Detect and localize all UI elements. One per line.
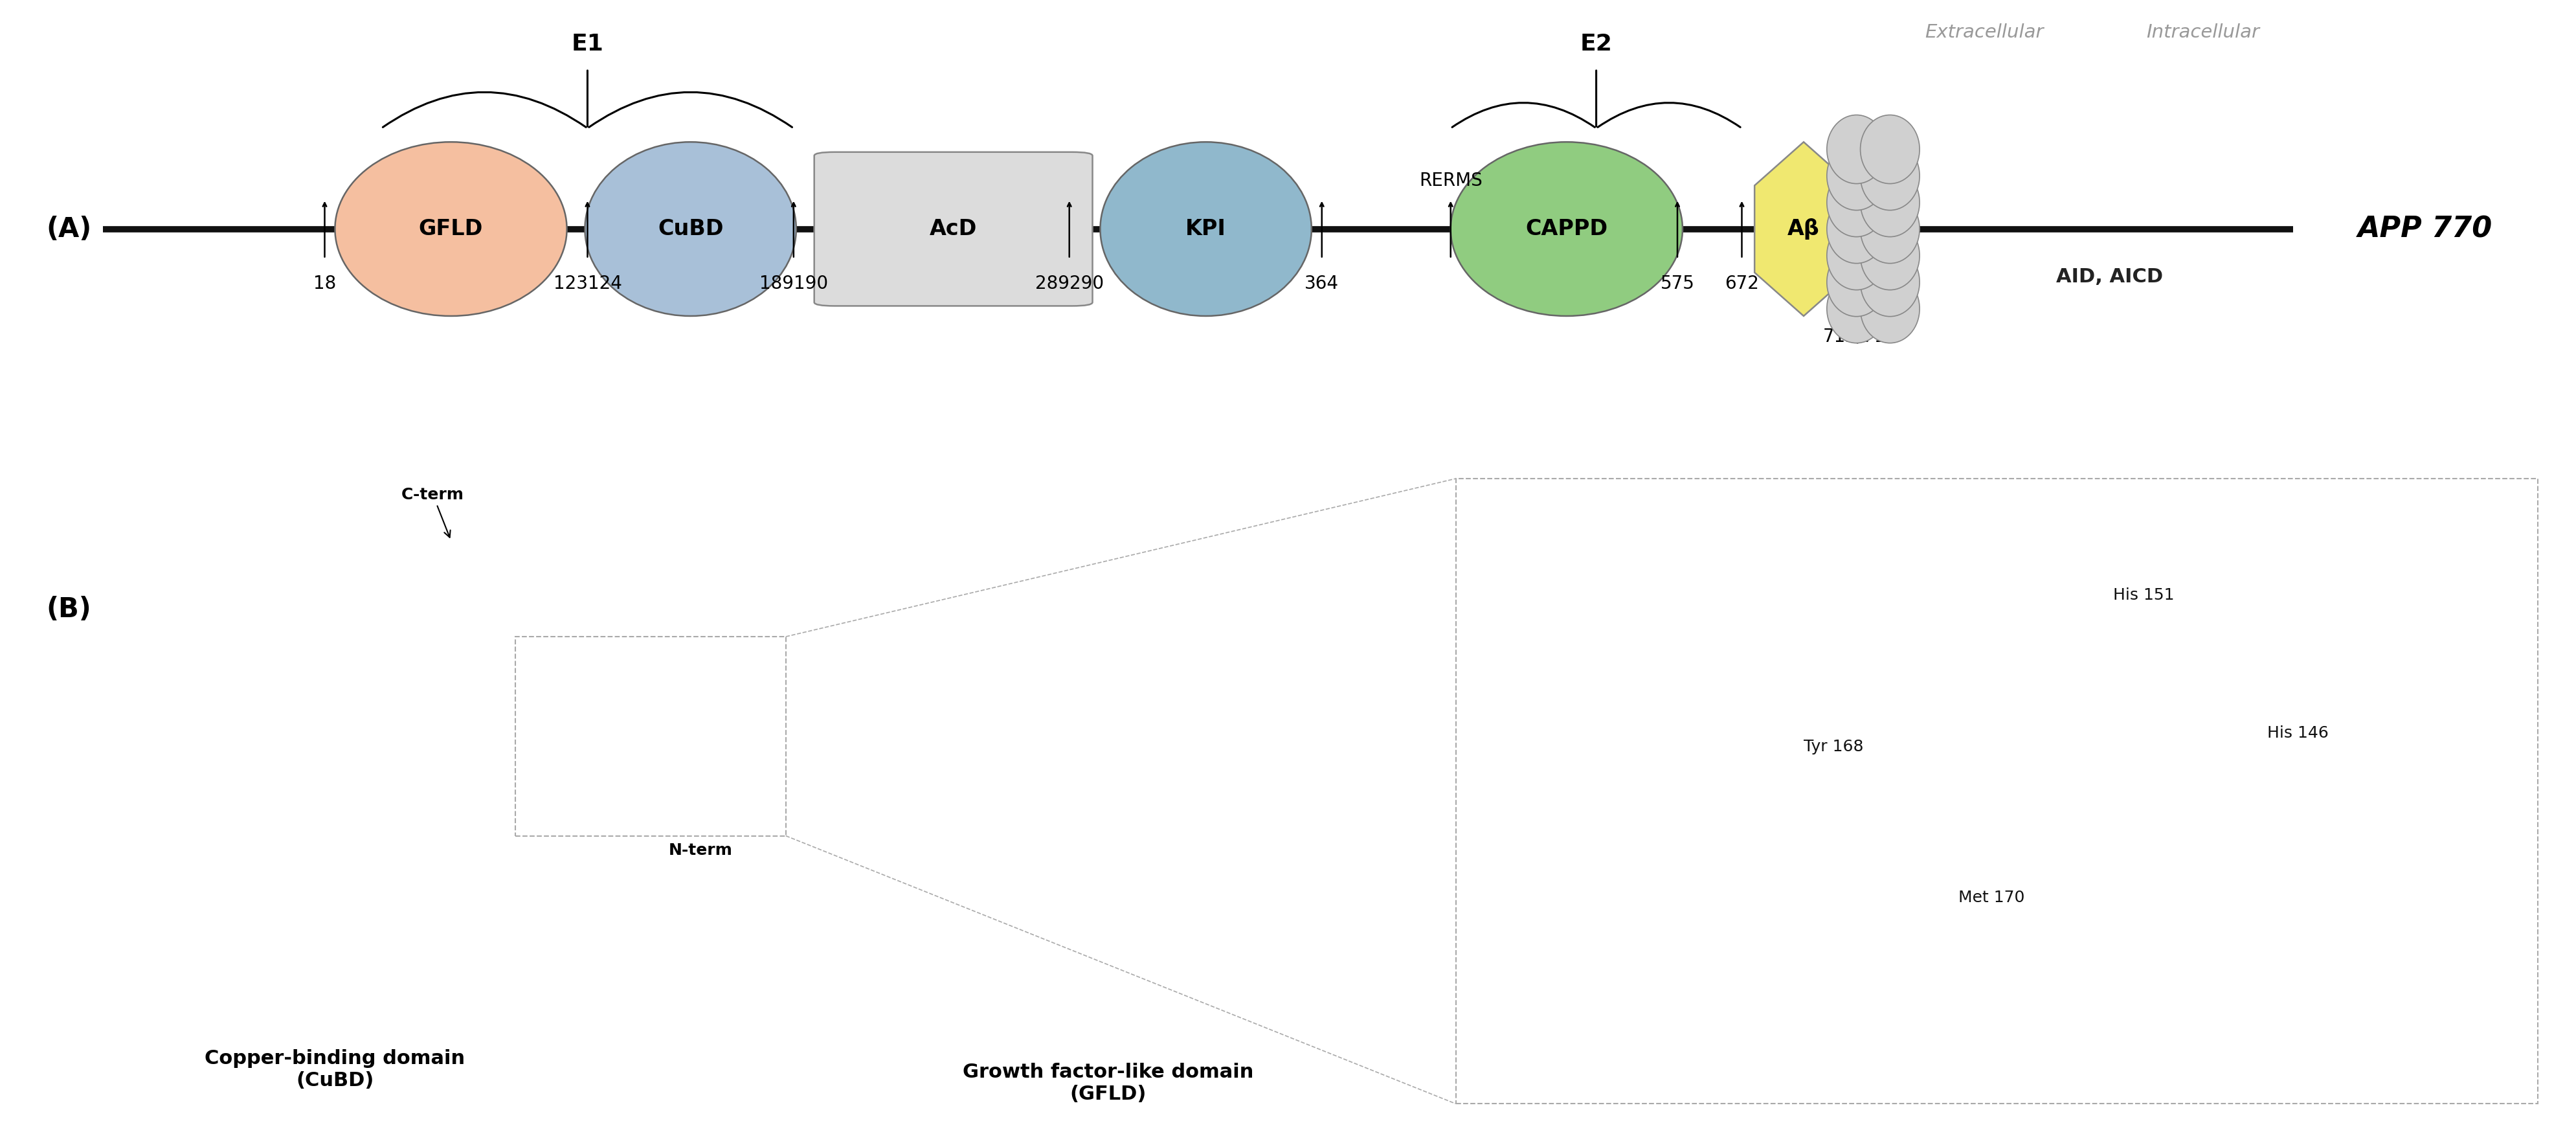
Text: N-term: N-term — [670, 843, 732, 859]
Ellipse shape — [1860, 247, 1919, 316]
Text: 123124: 123124 — [554, 275, 621, 293]
Text: 18: 18 — [314, 275, 335, 293]
Text: 672: 672 — [1723, 275, 1759, 293]
Ellipse shape — [1826, 168, 1886, 237]
Ellipse shape — [1826, 221, 1886, 290]
Polygon shape — [1754, 142, 1852, 316]
Text: Intracellular: Intracellular — [2146, 23, 2259, 41]
Text: KPI: KPI — [1185, 219, 1226, 239]
Text: Aβ: Aβ — [1788, 219, 1819, 239]
Text: (B): (B) — [46, 595, 93, 623]
Ellipse shape — [1860, 195, 1919, 263]
Ellipse shape — [1826, 195, 1886, 263]
Text: APP 770: APP 770 — [2357, 215, 2491, 243]
Ellipse shape — [1826, 247, 1886, 316]
Text: 189190: 189190 — [760, 275, 827, 293]
Ellipse shape — [335, 142, 567, 316]
Ellipse shape — [1860, 115, 1919, 183]
Text: AID, AICD: AID, AICD — [2056, 268, 2161, 286]
Text: RERMS: RERMS — [1419, 172, 1481, 190]
Text: Extracellular: Extracellular — [1924, 23, 2043, 41]
Ellipse shape — [1860, 142, 1919, 211]
Text: C-term: C-term — [402, 487, 464, 537]
Ellipse shape — [1860, 168, 1919, 237]
Text: His 151: His 151 — [2112, 587, 2174, 603]
Ellipse shape — [1826, 275, 1886, 344]
Ellipse shape — [1860, 275, 1919, 344]
Bar — [1455, 479, 2537, 1104]
Ellipse shape — [1826, 142, 1886, 211]
Text: 712/713: 712/713 — [1824, 327, 1896, 346]
Text: CAPPD: CAPPD — [1525, 219, 1607, 239]
Text: E2: E2 — [1579, 33, 1613, 55]
Text: 289290: 289290 — [1036, 275, 1103, 293]
Text: 364: 364 — [1303, 275, 1340, 293]
Text: His 146: His 146 — [2267, 725, 2329, 741]
Text: 575: 575 — [1659, 275, 1695, 293]
Ellipse shape — [1450, 142, 1682, 316]
Text: (A): (A) — [46, 215, 93, 243]
Bar — [515, 637, 786, 836]
Text: Copper-binding domain
(CuBD): Copper-binding domain (CuBD) — [204, 1049, 466, 1090]
Text: GFLD: GFLD — [420, 219, 482, 239]
Ellipse shape — [1860, 221, 1919, 290]
Ellipse shape — [1826, 115, 1886, 183]
Text: Met 170: Met 170 — [1958, 890, 2025, 906]
Text: E1: E1 — [572, 33, 603, 55]
Text: Tyr 168: Tyr 168 — [1803, 739, 1862, 755]
Text: AcD: AcD — [930, 219, 976, 239]
Text: Growth factor-like domain
(GFLD): Growth factor-like domain (GFLD) — [963, 1063, 1252, 1104]
FancyBboxPatch shape — [814, 152, 1092, 306]
Ellipse shape — [585, 142, 796, 316]
Text: CuBD: CuBD — [657, 219, 724, 239]
Ellipse shape — [1100, 142, 1311, 316]
